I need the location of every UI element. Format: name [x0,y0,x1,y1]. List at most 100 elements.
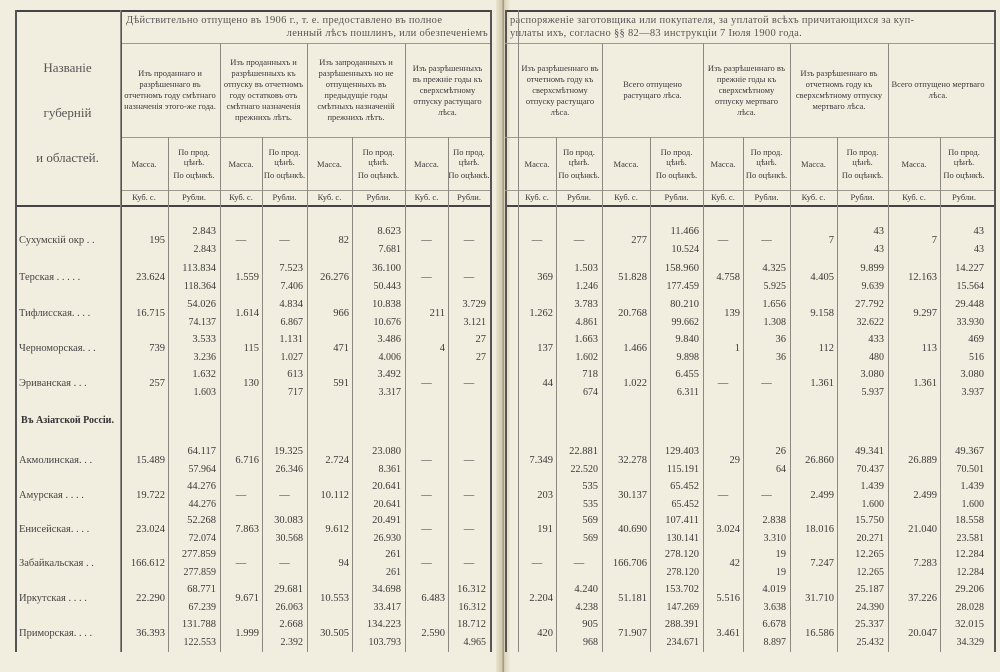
mass-value: 7 [828,235,834,246]
book-binding [496,0,510,672]
price-value: 19 [775,549,787,560]
estimate-value: 19 [776,567,786,578]
price-value: 153.702 [664,584,699,595]
estimate-value: 16.312 [458,602,487,613]
estimate-value: 234.671 [666,637,700,648]
mass-value: 9.671 [235,593,259,604]
group-border [703,43,704,652]
name-column-header: губерній [43,105,92,120]
estimate-value: 26.346 [275,464,304,475]
estimate-value: 130.141 [666,533,700,544]
estimate-value: 1.246 [575,281,599,292]
price-value: 469 [968,334,984,345]
estimate-value: 15.564 [956,281,985,292]
mass-value: — [531,235,543,246]
unit-mass: Куб. с. [317,192,342,202]
price-label: По прод. цѣнѣ. [453,147,485,167]
price-value: 10.838 [372,299,401,310]
group-border [518,10,519,652]
estimate-value: 8.897 [763,637,787,648]
estimate-value: 4.861 [575,317,599,328]
header-bottom-rule [15,205,490,207]
mass-value: 1.022 [623,378,647,389]
price-value: 3.533 [192,334,216,345]
row-name: Тифлисская. . . . [19,308,91,319]
mass-value: 6.716 [235,455,259,466]
mass-value: 1.614 [235,308,259,319]
table-top-rule [15,10,490,12]
row-name: Сухумскій окр . . [19,235,95,246]
mass-price-divider [448,137,449,652]
mass-value: 1.361 [810,378,834,389]
mass-price-divider [837,137,838,652]
mass-value: 7.863 [235,524,259,535]
price-header: По прод. цѣнѣ. По оцѣнкѣ. [262,139,307,188]
unit-rubles: Рубли. [457,192,481,202]
estimate-value: 34.329 [956,637,985,648]
mass-value: 420 [537,628,553,639]
price-value: 113.834 [182,263,216,274]
mass-value: 3.024 [716,524,740,535]
price-value: 1.131 [279,334,303,345]
price-value: 1.656 [762,299,786,310]
price-value: 6.455 [675,369,699,380]
price-value: — [761,490,772,501]
estimate-value: 535 [583,499,598,510]
unit-mass: Куб. с. [525,192,549,202]
unit-mass: Куб. с. [132,192,156,202]
price-value: — [463,455,475,466]
price-value: 261 [385,549,401,560]
mass-value: 82 [338,235,350,246]
mass-value: — [421,558,432,569]
estimate-label: По оцѣнкѣ. [263,170,306,180]
estimate-value: 33.930 [956,317,985,328]
span-header-right: уплаты ихъ, согласно §§ 82—83 инструкціи… [510,28,803,39]
row-name: Эриванская . . . [19,378,87,389]
price-header: По прод. цѣнѣ. По оцѣнкѣ. [448,139,490,188]
group-border [888,43,889,652]
mass-value: 130 [243,378,259,389]
estimate-value: 28.028 [956,602,985,613]
price-value: 23.080 [372,446,401,457]
mass-value: 2.499 [913,490,937,501]
mass-value: 15.489 [136,455,165,466]
group-header: Изъ запроданныхъ и разрѣшенныхъ но не от… [317,57,395,122]
mass-header: Масса. [524,158,550,169]
estimate-value: 26.063 [275,602,304,613]
estimate-value: 6.867 [280,317,304,328]
price-value: 20.491 [372,515,401,526]
mass-value: 112 [818,343,834,354]
mass-value: 21.040 [908,524,937,535]
estimate-value: 72.074 [188,533,217,544]
mass-value: 1.262 [529,308,553,319]
price-value: 1.439 [960,481,984,492]
estimate-value: 12.265 [856,567,885,578]
price-value: 12.284 [955,549,984,560]
price-value: 30.083 [274,515,303,526]
price-value: 718 [582,369,598,380]
mass-value: 1.361 [913,378,937,389]
mass-value: 739 [149,343,165,354]
mass-price-divider [940,137,941,652]
estimate-value: 36 [776,352,786,363]
price-value: 80.210 [670,299,699,310]
mass-value: 29 [729,455,741,466]
mass-value: 7.349 [529,455,553,466]
estimate-value: 24.390 [856,602,885,613]
mass-value: — [421,490,432,501]
estimate-value: 1.603 [193,387,217,398]
price-value: 3.080 [860,369,884,380]
mass-value: 211 [429,308,445,319]
subheader-rule [120,190,490,191]
mass-value: 471 [333,343,349,354]
mass-header: Масса. [901,158,927,169]
estimate-value: 3.310 [763,533,787,544]
estimate-value: 1.600 [961,499,985,510]
unit-mass: Куб. с. [229,192,253,202]
price-value: 4.834 [279,299,303,310]
mass-value: 23.624 [136,272,165,283]
mass-value: 166.612 [130,558,165,569]
estimate-label: По оцѣнкѣ. [173,170,215,180]
price-value: — [761,235,772,246]
estimate-value: 968 [583,637,598,648]
